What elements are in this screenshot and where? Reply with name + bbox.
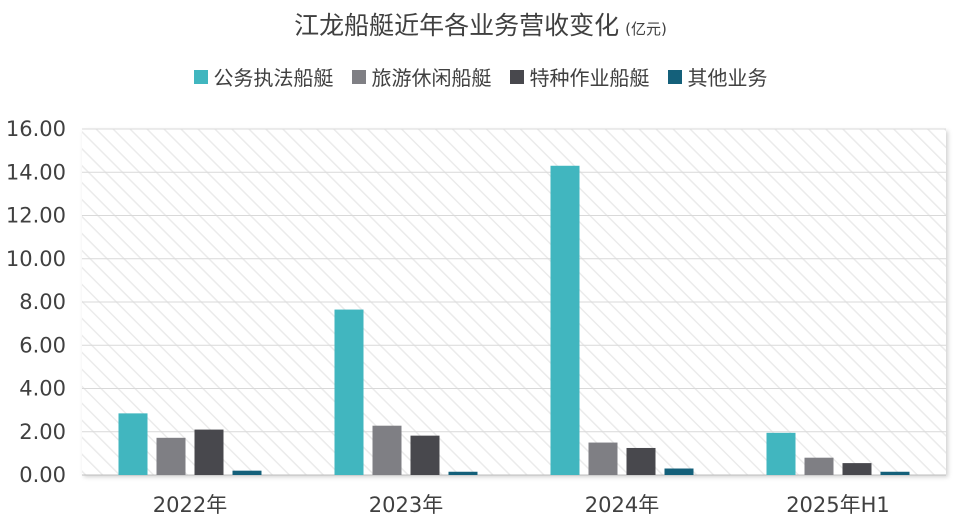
bar bbox=[664, 468, 694, 475]
bar bbox=[880, 471, 910, 475]
y-tick-label: 2.00 bbox=[19, 420, 66, 444]
bar bbox=[156, 437, 186, 475]
legend-swatch bbox=[351, 69, 366, 84]
y-tick-label: 0.00 bbox=[19, 463, 66, 487]
legend-item: 旅游休闲船艇 bbox=[351, 62, 492, 91]
chart-legend: 公务执法船艇 旅游休闲船艇 特种作业船艇 其他业务 bbox=[0, 62, 961, 91]
legend-item: 其他业务 bbox=[667, 62, 768, 91]
x-tick-label: 2024年 bbox=[585, 493, 659, 517]
legend-swatch bbox=[193, 69, 208, 84]
legend-label: 特种作业船艇 bbox=[529, 66, 650, 90]
legend-label: 其他业务 bbox=[687, 66, 768, 90]
bar bbox=[766, 432, 796, 475]
legend-label: 旅游休闲船艇 bbox=[371, 66, 492, 90]
gridlines bbox=[82, 128, 946, 476]
bar bbox=[194, 429, 224, 475]
y-tick-label: 6.00 bbox=[19, 333, 66, 357]
bar bbox=[626, 447, 656, 475]
legend-swatch bbox=[509, 69, 524, 84]
bar bbox=[550, 165, 580, 475]
legend-swatch bbox=[667, 69, 682, 84]
y-axis: 0.00 2.00 4.00 6.00 8.00 10.00 12.00 14.00 16.00 bbox=[6, 117, 66, 487]
bar bbox=[118, 413, 148, 475]
y-tick-label: 16.00 bbox=[6, 117, 66, 141]
bar bbox=[448, 471, 478, 475]
y-tick-label: 14.00 bbox=[6, 160, 66, 184]
y-tick-label: 12.00 bbox=[6, 204, 66, 228]
y-tick-label: 4.00 bbox=[19, 377, 66, 401]
x-tick-label: 2022年 bbox=[153, 493, 227, 517]
chart-title: 江龙船艇近年各业务营收变化 bbox=[294, 11, 620, 40]
x-tick-label: 2025年H1 bbox=[786, 493, 890, 517]
legend-label: 公务执法船艇 bbox=[213, 66, 334, 90]
bar bbox=[410, 435, 440, 475]
bar bbox=[334, 309, 364, 475]
x-axis: 2022年 2023年 2024年 2025年H1 bbox=[153, 493, 890, 517]
y-tick-label: 8.00 bbox=[19, 290, 66, 314]
chart-title-unit: (亿元) bbox=[625, 20, 667, 38]
bar bbox=[372, 425, 402, 475]
bars bbox=[118, 165, 910, 475]
chart-title-row: 江龙船艇近年各业务营收变化 (亿元) bbox=[0, 6, 961, 42]
bar bbox=[232, 470, 262, 475]
x-tick-label: 2023年 bbox=[369, 493, 443, 517]
bar bbox=[588, 442, 618, 475]
bar bbox=[804, 457, 834, 475]
bar bbox=[842, 463, 872, 475]
legend-item: 公务执法船艇 bbox=[193, 62, 334, 91]
y-tick-label: 10.00 bbox=[6, 247, 66, 271]
legend-item: 特种作业船艇 bbox=[509, 62, 650, 91]
